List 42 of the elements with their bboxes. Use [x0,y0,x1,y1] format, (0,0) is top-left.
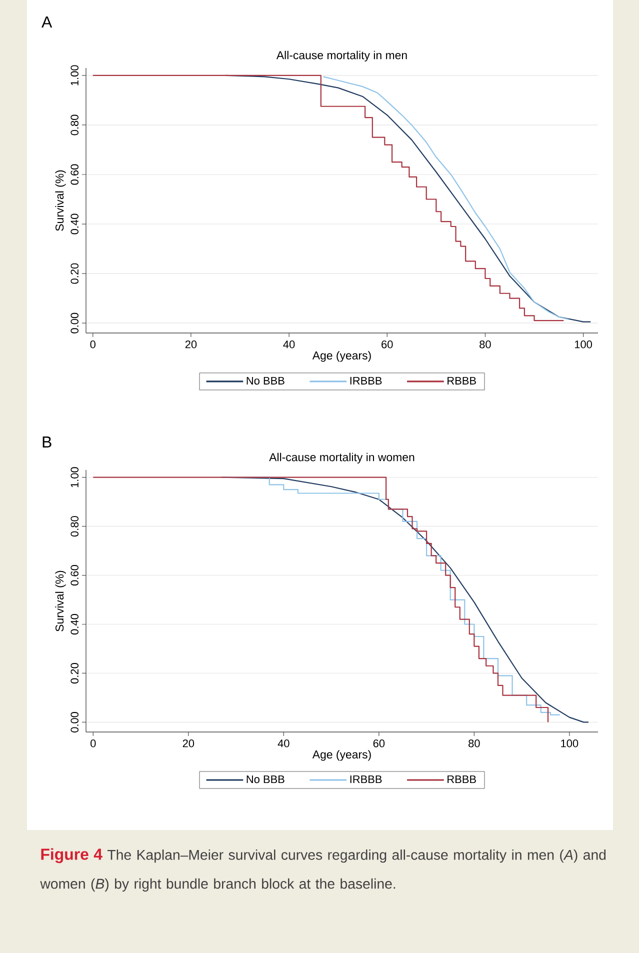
y-tick-label: 0.40 [70,214,78,234]
y-axis-title: Survival (%) [55,570,66,632]
x-tick-label: 60 [382,340,393,348]
legend-label: IRBBB [350,776,382,784]
text: B [42,436,52,448]
x-tick-label: 60 [373,740,385,748]
x-tick-label: 80 [468,740,480,748]
x-tick-label: 0 [90,340,96,348]
x-tick-label: 20 [185,340,197,348]
line-series [322,76,570,320]
legend-label: RBBB [448,376,476,384]
x-tick-label: 80 [480,340,491,348]
y-tick-label: 1.00 [70,65,78,86]
y-tick-label: 0.00 [70,712,78,732]
text: women (B) by right bundle branch block at the baseline. [40,878,396,892]
x-tick-label: 100 [561,740,578,748]
legend-label: No BBB [246,376,284,385]
x-tick-label: 100 [574,340,592,348]
chart-title: All-cause mortality in men [276,50,407,62]
y-tick-label: 0.60 [70,565,78,586]
x-axis-title: Age (years) [312,750,371,761]
y-tick-label: 0.80 [70,516,78,537]
legend-label: No BBB [246,776,284,784]
y-axis-title: Survival (%) [55,170,66,231]
chart-title: All-cause mortality in women [269,452,414,464]
y-tick-label: 0.40 [70,614,78,634]
x-axis-title: Age (years) [312,351,371,362]
y-tick-label: 0.60 [70,164,78,185]
x-tick-label: 40 [278,740,290,748]
y-tick-label: 0.20 [70,663,78,684]
x-tick-label: 20 [182,740,194,748]
legend-label: RBBB [448,776,476,784]
y-tick-label: 0.00 [70,312,78,334]
text: A [42,16,52,28]
legend-label: IRBBB [350,376,382,384]
y-tick-label: 1.00 [70,467,78,488]
x-tick-label: 40 [283,340,295,348]
text: The Kaplan–Meier survival curves regarding all-cause mortality in men (A) and [108,850,606,863]
caption: Figure 4 [41,848,102,864]
y-tick-label: 0.80 [70,114,78,136]
x-tick-label: 0 [90,740,96,748]
y-tick-label: 0.20 [70,263,78,284]
